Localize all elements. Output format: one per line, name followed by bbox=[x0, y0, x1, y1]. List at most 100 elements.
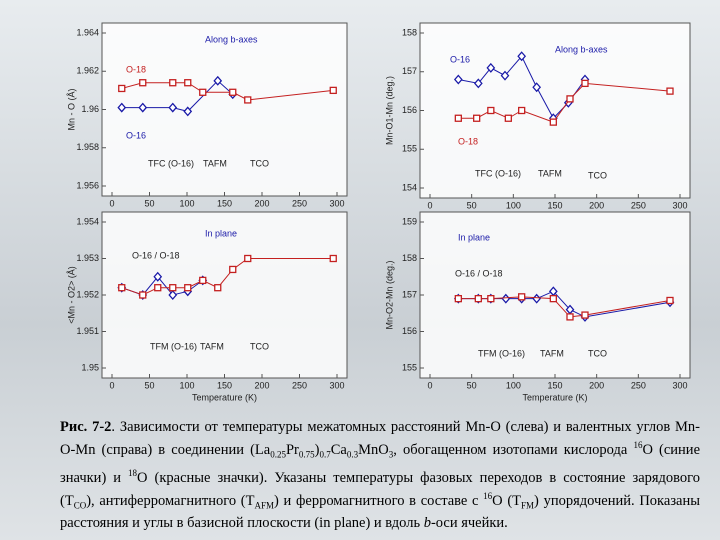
marker bbox=[139, 291, 147, 299]
x-tick-label: 100 bbox=[506, 200, 521, 210]
x-tick-label: 200 bbox=[589, 200, 604, 210]
annotation: TAFM bbox=[203, 158, 227, 168]
x-tick-label: 300 bbox=[329, 380, 344, 390]
x-tick-label: 0 bbox=[109, 380, 114, 390]
caption-text: MnO bbox=[358, 441, 389, 458]
marker bbox=[229, 265, 237, 274]
caption-sub: CO bbox=[73, 500, 87, 511]
marker bbox=[213, 75, 223, 86]
x-tick-label: 250 bbox=[292, 380, 307, 390]
marker bbox=[473, 78, 483, 89]
marker bbox=[581, 79, 589, 88]
marker bbox=[329, 86, 337, 95]
marker bbox=[329, 254, 337, 263]
plot-area bbox=[101, 22, 348, 197]
caption-text: ) bbox=[314, 441, 320, 458]
y-tick-label: 156 bbox=[402, 326, 417, 336]
y-tick-label: 1.951 bbox=[76, 326, 99, 336]
x-tick-label: 250 bbox=[631, 380, 646, 390]
annotation: Along b-axes bbox=[205, 34, 258, 44]
marker bbox=[244, 96, 252, 104]
x-tick-label: 50 bbox=[467, 380, 477, 390]
marker bbox=[229, 88, 237, 96]
caption-text: , обогащенном изотопами кислорода bbox=[393, 441, 634, 458]
annotation: In plane bbox=[458, 232, 490, 242]
annotation: TCO bbox=[588, 348, 607, 358]
caption-text: Pr bbox=[285, 441, 299, 458]
annotation: O-16 / O-18 bbox=[132, 250, 180, 260]
caption-text: O (красные значки). Указаны температуры … bbox=[60, 469, 701, 509]
x-tick-label: 150 bbox=[547, 380, 562, 390]
y-tick-label: 1.964 bbox=[76, 27, 99, 37]
y-tick-label: 1.952 bbox=[76, 289, 99, 299]
marker bbox=[517, 51, 527, 62]
annotation: O-18 bbox=[458, 136, 478, 146]
caption-text: ), антиферромагнитного (T bbox=[86, 492, 255, 509]
caption-sub: 0.7 bbox=[319, 449, 331, 460]
annotation: TCO bbox=[250, 158, 269, 168]
marker bbox=[168, 102, 178, 113]
x-tick-label: 200 bbox=[254, 380, 269, 390]
y-tick-label: 155 bbox=[402, 144, 417, 154]
caption-text: ) упорядочений. Показаны расстояния и уг… bbox=[60, 492, 700, 532]
marker bbox=[518, 106, 526, 115]
annotation: TFM (O-16) bbox=[478, 348, 525, 358]
marker bbox=[169, 79, 177, 87]
x-tick-label: 150 bbox=[217, 380, 232, 390]
caption-sup: 18 bbox=[128, 467, 138, 478]
marker bbox=[184, 284, 192, 292]
caption-text: . Зависимости от температуры межатомных … bbox=[60, 419, 700, 458]
annotation: In plane bbox=[205, 228, 237, 238]
x-tick-label: 100 bbox=[179, 380, 194, 390]
x-tick-label: 50 bbox=[467, 200, 477, 210]
annotation: O-16 bbox=[450, 54, 470, 64]
x-tick-label: 0 bbox=[109, 198, 114, 208]
caption-text: ) и ферромагнитного в составе с bbox=[274, 492, 484, 509]
y-tick-label: 157 bbox=[402, 66, 417, 76]
marker bbox=[139, 79, 147, 87]
marker bbox=[453, 74, 463, 85]
annotation: O-16 / O-18 bbox=[455, 268, 503, 278]
y-tick-label: 158 bbox=[402, 27, 417, 37]
caption-sup: 16 bbox=[633, 440, 643, 450]
y-tick-label: 1.956 bbox=[76, 180, 99, 190]
series-line bbox=[121, 258, 334, 296]
y-tick-label: 1.953 bbox=[76, 253, 99, 263]
x-tick-label: 100 bbox=[179, 198, 194, 208]
marker bbox=[118, 84, 126, 93]
caption-text: Ca bbox=[330, 441, 347, 458]
annotation: TAFM bbox=[538, 168, 562, 178]
marker bbox=[518, 293, 526, 301]
marker bbox=[168, 290, 178, 300]
x-tick-label: 200 bbox=[254, 198, 269, 208]
x-tick-label: 300 bbox=[329, 198, 344, 208]
marker bbox=[566, 95, 574, 103]
x-tick-label: 100 bbox=[506, 380, 521, 390]
marker bbox=[581, 311, 589, 319]
x-tick-label: 50 bbox=[144, 198, 154, 208]
y-tick-label: 1.958 bbox=[76, 142, 99, 152]
y-tick-label: 1.95 bbox=[81, 362, 99, 372]
x-tick-label: 250 bbox=[292, 198, 307, 208]
marker bbox=[199, 276, 207, 285]
x-tick-label: 0 bbox=[427, 380, 432, 390]
annotation: O-18 bbox=[126, 64, 146, 74]
marker bbox=[184, 79, 192, 87]
marker bbox=[199, 88, 207, 96]
charts: 0 50 100 150 200 250 300 1.956 1.958 1.96 1.962 1.9… bbox=[66, 22, 691, 402]
marker bbox=[549, 294, 557, 303]
caption-sub: 0.25 bbox=[270, 449, 286, 460]
marker bbox=[549, 118, 557, 126]
marker bbox=[169, 284, 177, 292]
plot-area bbox=[419, 22, 691, 199]
marker bbox=[487, 294, 495, 303]
x-tick-label: 300 bbox=[672, 380, 687, 390]
y-tick-label: 156 bbox=[402, 105, 417, 115]
caption-text: O (T bbox=[492, 492, 522, 509]
annotation: TFM (O-16) bbox=[150, 341, 197, 351]
caption: Рис. 7-2. Зависимости от температуры меж… bbox=[60, 418, 700, 532]
y-axis-label: <Mn - O2> (Å) bbox=[66, 266, 76, 324]
x-tick-label: 250 bbox=[631, 200, 646, 210]
marker bbox=[666, 296, 674, 305]
marker bbox=[486, 62, 496, 73]
